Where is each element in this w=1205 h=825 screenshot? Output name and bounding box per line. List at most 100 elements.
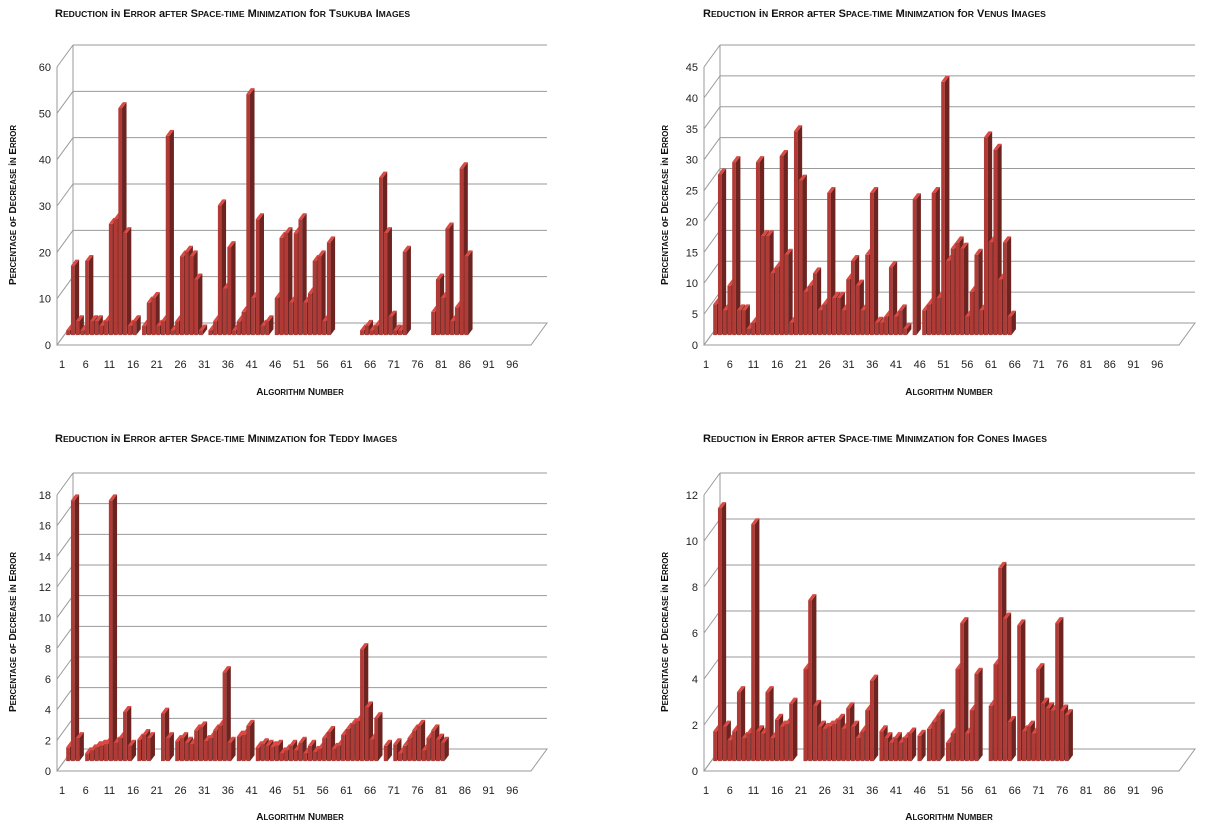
gridline-depth	[56, 472, 74, 496]
bar-front	[146, 738, 151, 762]
bar-front	[1064, 715, 1069, 762]
x-tick-labels: 1 6 11 16 21 26 31 36 41 46 51 56 61 66 71 76 81 86 91 96	[59, 785, 518, 797]
bar-front	[227, 742, 232, 762]
bar-top	[812, 267, 822, 274]
bar-front	[66, 747, 70, 762]
x-tick-label: 56	[961, 359, 973, 371]
bar-top	[1055, 617, 1064, 624]
bar-front	[969, 710, 974, 762]
y-tick-label: 25	[686, 186, 698, 198]
bar-front	[156, 325, 160, 336]
bar-top	[402, 245, 411, 252]
bar-top	[284, 227, 293, 234]
bar-top	[827, 187, 836, 194]
bar-top	[850, 720, 860, 727]
gridline-depth	[56, 534, 74, 557]
bar	[960, 617, 969, 762]
bar-front	[1045, 708, 1050, 762]
bar-front	[907, 733, 912, 762]
bar-top	[736, 686, 746, 693]
bar-side	[250, 88, 255, 336]
bar-top	[755, 156, 765, 163]
bar-front	[189, 256, 194, 336]
bar-front	[307, 745, 312, 762]
bar	[440, 736, 449, 762]
chart-title: REDUCTION iN ERROR aFTER SPACE-TIME MINI…	[55, 8, 411, 20]
bar	[1002, 236, 1012, 336]
bars	[66, 494, 449, 762]
x-tick-label: 16	[127, 785, 139, 797]
bar-front	[459, 168, 464, 336]
gridline-depth	[703, 610, 721, 634]
chart-tsukuba: REDUCTION iN ERROR aFTER SPACE-TIME MINI…	[0, 0, 600, 412]
y-tick-label: 35	[686, 124, 698, 136]
bar	[75, 732, 84, 762]
bar	[255, 213, 264, 336]
bar-front	[964, 316, 969, 336]
bar-front	[350, 724, 355, 762]
bar-top	[75, 315, 84, 322]
bar-top	[903, 322, 912, 329]
gridline-depth	[56, 656, 74, 680]
bar-front	[774, 719, 779, 762]
bar-top	[222, 666, 231, 673]
bar-front	[812, 273, 817, 336]
bar-front	[779, 726, 784, 762]
bar	[123, 227, 132, 336]
x-tick-label: 36	[222, 359, 234, 371]
bar-front	[741, 738, 746, 762]
bar-side	[79, 732, 84, 762]
bar-front	[161, 713, 165, 762]
bar-front	[379, 177, 383, 336]
bar-top	[151, 292, 160, 299]
bar-front	[936, 715, 941, 762]
x-tick-label: 11	[748, 359, 759, 371]
bar-front	[194, 730, 198, 762]
bar-front	[884, 738, 888, 762]
bar-front	[322, 738, 326, 762]
bar-front	[846, 708, 850, 762]
bar-front	[175, 321, 179, 336]
bar-top	[236, 730, 246, 737]
bar-top	[779, 149, 788, 156]
bar-side	[1068, 709, 1073, 762]
bar-front	[326, 731, 331, 762]
bar-front	[307, 293, 312, 336]
bar-front	[741, 310, 746, 336]
bar-front	[393, 330, 397, 336]
bar-top	[836, 713, 845, 720]
bar-front	[836, 298, 841, 336]
bar-front	[303, 302, 307, 336]
bar-top	[260, 738, 269, 745]
bar-front	[251, 298, 255, 336]
bar-front	[407, 738, 412, 762]
bar-front	[964, 733, 969, 762]
bar	[717, 168, 727, 336]
bar-top	[184, 736, 193, 743]
bar-top	[1064, 709, 1073, 716]
bar	[132, 315, 141, 336]
x-tick-label: 16	[771, 785, 783, 797]
bar-front	[1007, 316, 1012, 336]
bar-top	[246, 719, 255, 726]
gridline-depth	[703, 230, 721, 253]
bar-front	[369, 739, 374, 762]
bar-front	[127, 745, 132, 762]
bar-front	[817, 726, 822, 762]
bar-front	[736, 692, 741, 762]
bar-front	[288, 302, 293, 336]
bar-front	[974, 673, 979, 762]
bar-front	[298, 219, 303, 336]
bar-front	[336, 745, 341, 762]
bar-front	[751, 524, 755, 762]
bar-front	[89, 750, 94, 762]
gridline-depth	[56, 626, 74, 649]
bar	[974, 667, 983, 762]
gridline-depth	[703, 291, 721, 315]
bar-front	[184, 742, 189, 762]
bar-front	[831, 298, 836, 336]
x-tick-label: 36	[866, 359, 878, 371]
x-tick-label: 66	[364, 785, 376, 797]
bar-front	[803, 291, 808, 336]
bar-side	[387, 739, 392, 762]
